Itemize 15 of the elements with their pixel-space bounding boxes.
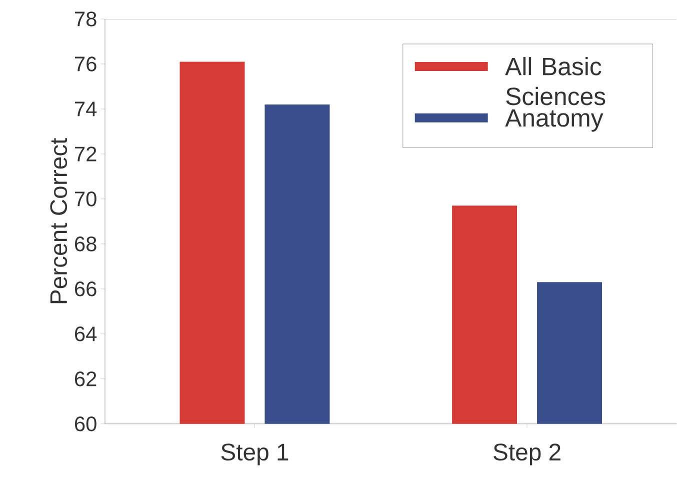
y-tick-label: 60 <box>75 416 96 432</box>
y-tick-label: 62 <box>75 372 96 386</box>
y-tick-label: 64 <box>75 326 97 342</box>
legend-label: All Basic Sciences <box>505 57 606 106</box>
x-tick-label: Step 1 <box>221 444 288 466</box>
y-tick-label: 66 <box>75 282 96 296</box>
y-tick-label: 76 <box>75 56 96 72</box>
y-tick-label: 74 <box>75 102 97 116</box>
x-tick-label: Step 2 <box>494 444 560 466</box>
y-tick-label: 72 <box>75 146 96 162</box>
y-axis-title: Percent Correct <box>50 138 68 304</box>
y-tick-label: 68 <box>75 236 96 252</box>
legend-label: Anatomy <box>505 109 604 132</box>
y-tick-label: 78 <box>75 12 96 26</box>
y-tick-label: 70 <box>75 192 96 206</box>
